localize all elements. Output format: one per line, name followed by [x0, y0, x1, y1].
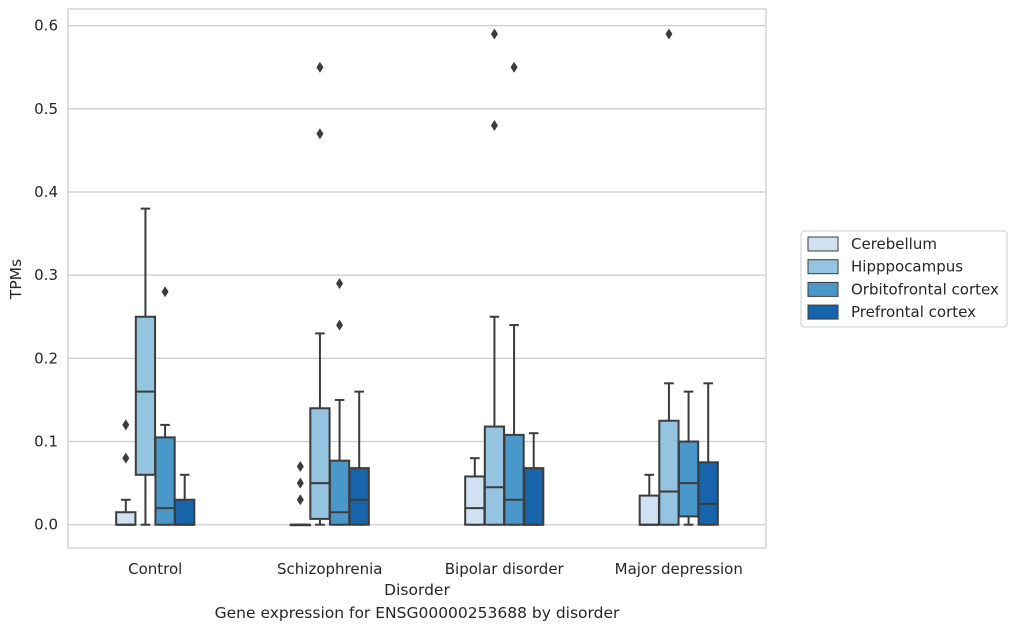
box-item: [503, 61, 525, 526]
legend-label: Hipppocampus: [851, 258, 963, 276]
box-body: [464, 475, 486, 526]
plot-frame: [67, 8, 767, 549]
outlier-point: [316, 128, 324, 140]
chart-caption: Gene expression for ENSG00000253688 by d…: [214, 604, 620, 622]
outlier-point: [161, 286, 169, 298]
box-body: [348, 467, 370, 526]
box-item: [638, 473, 660, 526]
box-item: [348, 390, 370, 526]
legend-items: Cerebellum Hipppocampus Orbitofrontal cort…: [807, 235, 999, 321]
y-tick-label: 0.1: [34, 433, 58, 451]
y-tick-label: 0.4: [34, 183, 58, 201]
box-item: [115, 419, 137, 526]
x-tick-label: Schizophrenia: [277, 560, 382, 578]
y-tick-label: 0.3: [34, 266, 58, 284]
box-item: [464, 457, 486, 526]
x-tick-label: Bipolar disorder: [445, 560, 565, 578]
outlier-point: [665, 28, 673, 40]
box-item: [134, 207, 157, 526]
outlier-point: [336, 277, 344, 289]
legend-label: Orbitofrontal cortex: [851, 280, 999, 298]
box-body: [328, 459, 351, 526]
box-item: [697, 382, 719, 526]
box-item: [483, 28, 506, 526]
legend-item: Prefrontal cortex: [807, 303, 976, 321]
x-axis-label: Disorder: [384, 581, 450, 599]
box-item: [658, 28, 680, 526]
outlier-point: [316, 61, 324, 73]
y-tick-label: 0.2: [34, 349, 58, 367]
y-tick-label: 0.5: [34, 100, 58, 118]
box-item: [174, 473, 196, 526]
box-body: [174, 498, 196, 526]
box-body: [677, 440, 700, 518]
y-tick-label: 0.0: [34, 516, 58, 534]
box-item: [309, 61, 331, 526]
category-group: [638, 28, 719, 526]
legend-item: Orbitofrontal cortex: [807, 280, 999, 298]
category-group: [115, 207, 196, 526]
x-tick-label: Major depression: [615, 560, 743, 578]
y-tick-labels: 0.0 0.1 0.2 0.3 0.4 0.5 0.6: [34, 17, 58, 534]
box-item: [154, 286, 176, 526]
legend-label: Prefrontal cortex: [851, 303, 976, 321]
legend-swatch: [807, 236, 839, 252]
outlier-point: [122, 419, 130, 431]
box-body: [523, 467, 545, 526]
box-item: [289, 460, 311, 527]
outlier-point: [510, 61, 518, 73]
box-body: [134, 315, 157, 476]
category-group: [464, 28, 545, 526]
y-axis-label: TPMs: [7, 259, 25, 300]
x-tick-labels: Control Schizophrenia Bipolar disorder Majo…: [128, 560, 743, 578]
outlier-point: [490, 28, 498, 40]
outlier-point: [296, 460, 304, 472]
outlier-point: [122, 452, 130, 464]
x-tick-label: Control: [128, 560, 182, 578]
box-body: [483, 425, 506, 526]
legend-swatch: [807, 259, 839, 275]
legend-item: Cerebellum: [807, 235, 937, 253]
outlier-point: [296, 494, 304, 506]
legend-label: Cerebellum: [851, 235, 937, 253]
box-body: [154, 436, 176, 526]
outlier-point: [296, 477, 304, 489]
outlier-point: [490, 119, 498, 131]
box-body: [697, 461, 719, 526]
legend-swatch: [807, 304, 839, 320]
box-groups: [115, 28, 719, 527]
outlier-point: [336, 319, 344, 331]
category-group: [289, 61, 370, 527]
legend: Cerebellum Hipppocampus Orbitofrontal cort…: [800, 230, 1008, 328]
grid-lines: [68, 25, 766, 526]
legend-item: Hipppocampus: [807, 258, 963, 276]
box-body: [658, 419, 680, 526]
y-tick-label: 0.6: [34, 17, 58, 35]
legend-swatch: [807, 281, 839, 297]
legend-frame: [800, 230, 1008, 328]
box-item: [523, 432, 545, 526]
box-item: [328, 277, 351, 526]
box-item: [677, 390, 700, 526]
box-body: [503, 433, 525, 526]
box-body: [115, 511, 137, 526]
box-body: [638, 494, 660, 526]
box-body: [309, 407, 331, 520]
